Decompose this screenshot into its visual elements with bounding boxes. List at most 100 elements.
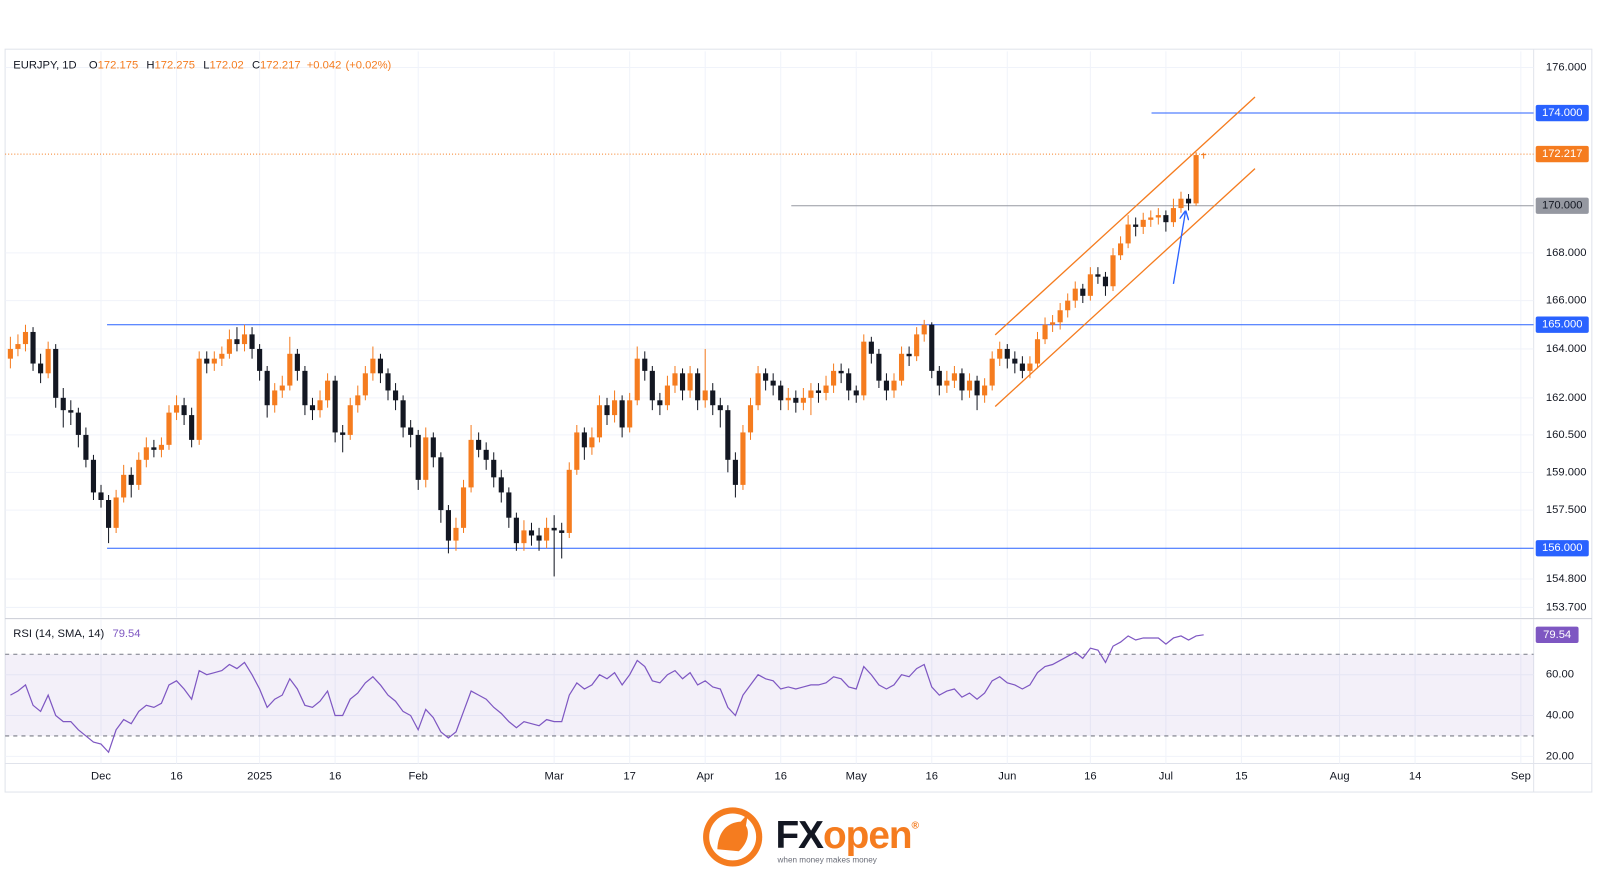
candle-body (838, 370, 844, 374)
level-label: 174.000 (1542, 107, 1583, 119)
candle-body (1125, 224, 1131, 244)
candle-body (778, 385, 784, 401)
candle-body (959, 373, 965, 391)
candle-body (1080, 288, 1086, 296)
brand-tagline: when money makes money (777, 856, 878, 865)
candle-body (181, 405, 187, 416)
candle-body (891, 380, 897, 391)
candle-body (929, 324, 935, 371)
candle-body (921, 324, 927, 335)
y-tick-label: 157.500 (1546, 504, 1587, 516)
candle-body (1019, 363, 1025, 371)
rsi-badge-label: 79.54 (1543, 629, 1571, 641)
candle-body (936, 370, 942, 386)
candle-body (385, 373, 391, 391)
candle-body (158, 444, 165, 450)
candle-body (1155, 215, 1161, 218)
candle-body (649, 370, 655, 401)
candle-body (226, 339, 232, 354)
candle-body (75, 412, 81, 435)
candle-body (966, 380, 973, 391)
candle-body (257, 348, 263, 371)
candle-body (506, 492, 512, 518)
candle-body (611, 400, 618, 416)
candle-body (589, 437, 595, 448)
candle-body (581, 432, 587, 448)
candle-body (521, 530, 527, 544)
ohlc-value: 172.275 (154, 59, 195, 71)
candle-body (1133, 224, 1139, 227)
candle-body (287, 353, 293, 386)
candle-body (30, 331, 36, 364)
candle-body (498, 477, 504, 493)
x-tick-label: 14 (1409, 771, 1421, 783)
candle-body (491, 459, 497, 478)
brand-mark: ® (912, 820, 920, 831)
candle-body (53, 348, 59, 398)
candle-body (113, 497, 119, 528)
candle-body (997, 348, 1003, 359)
candle-body (136, 459, 142, 485)
ohlc-key: L (203, 59, 209, 71)
y-tick-label: 168.000 (1546, 247, 1587, 259)
level-badge (1535, 316, 1589, 333)
candle-body (60, 397, 66, 411)
x-tick-label: Feb (409, 771, 428, 783)
last-price-label: 172.217 (1542, 148, 1583, 160)
candle-body (672, 373, 678, 386)
candle-body (1027, 363, 1033, 371)
candle-body (317, 400, 323, 411)
candle-body (483, 449, 489, 460)
candle-body (846, 373, 852, 391)
candle-body (679, 373, 686, 391)
arrow (1172, 211, 1185, 284)
candle-body (785, 397, 791, 401)
x-tick-label: 16 (926, 771, 938, 783)
candle-body (876, 353, 882, 381)
candle-body (695, 373, 701, 401)
candle-body (264, 370, 270, 406)
candle-body (1140, 219, 1146, 227)
candle-body (392, 390, 399, 401)
x-tick-label: 17 (623, 771, 635, 783)
candle-body (1012, 358, 1018, 364)
candle-body (551, 527, 557, 531)
y-tick-label: 159.000 (1546, 466, 1587, 478)
x-tick-label: Dec (91, 771, 111, 783)
level-label: 165.000 (1542, 319, 1583, 331)
pane (5, 51, 1534, 618)
candle-body (370, 358, 376, 374)
candle-body (831, 370, 837, 386)
candle-body (294, 353, 300, 371)
candle-body (309, 405, 316, 411)
candle-body (642, 358, 648, 371)
candle-body (982, 385, 988, 396)
candle-body (7, 348, 13, 359)
candle-body (883, 380, 890, 391)
candle-body (1050, 322, 1056, 325)
candle-body (219, 353, 225, 359)
candle-body (732, 459, 738, 485)
ohlc-value: 172.217 (260, 59, 301, 71)
candle-body (272, 390, 278, 406)
candle-body (559, 530, 565, 533)
candle-body (204, 358, 210, 364)
pane-title: RSI (14, SMA, 14) (13, 628, 104, 640)
candle-body (68, 410, 74, 413)
candle-body (1102, 276, 1109, 287)
rsi-badge (1535, 626, 1579, 643)
x-tick-label: 16 (774, 771, 786, 783)
candle-body (1095, 274, 1101, 277)
level-label: 170.000 (1542, 200, 1583, 212)
x-tick-label: Aug (1330, 771, 1350, 783)
x-tick-label: 16 (329, 771, 341, 783)
candle-body (574, 432, 580, 470)
candle-body (528, 530, 535, 536)
candle-body (332, 380, 338, 433)
rsi-band (5, 654, 1534, 736)
level-badge (1535, 540, 1589, 557)
y-tick-label: 153.700 (1546, 601, 1587, 613)
x-tick-label: 2025 (247, 771, 272, 783)
candle-body (211, 358, 217, 364)
brand-fx: FX (776, 814, 825, 857)
